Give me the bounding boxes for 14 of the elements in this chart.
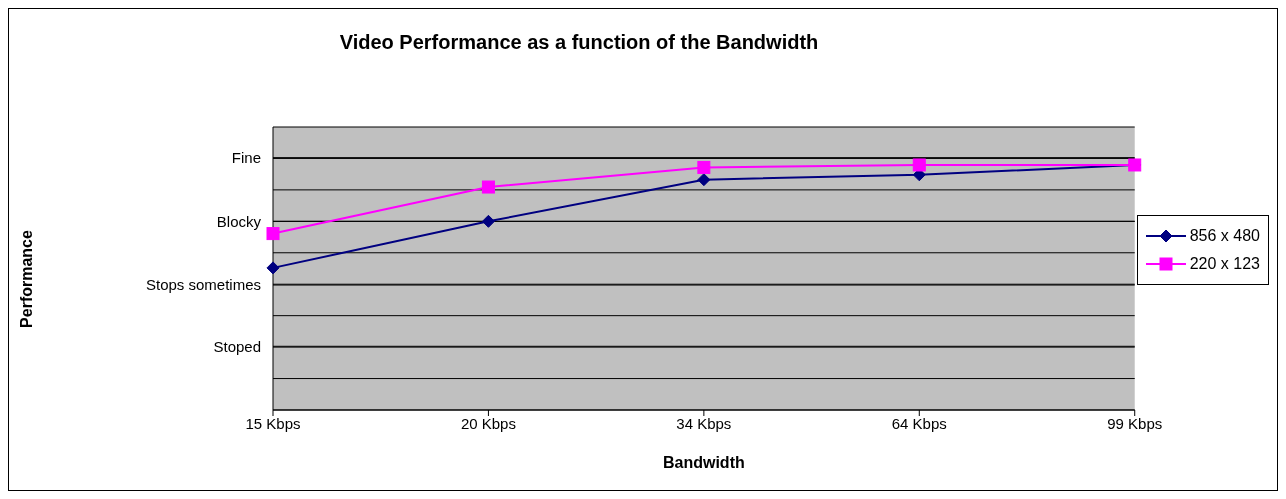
x-axis-title: Bandwidth: [662, 454, 745, 471]
ref-line-label: Stoped: [213, 337, 261, 355]
x-tick-label: 20 Kbps: [460, 414, 516, 432]
chart-title: Video Performance as a function of the Bandwidth: [338, 31, 820, 54]
legend-label: 856 x 480: [1189, 226, 1260, 245]
legend-label: 220 x 123: [1189, 254, 1260, 273]
x-tick-label: 34 Kbps: [676, 414, 732, 432]
ref-line-label: Blocky: [216, 212, 262, 230]
text: Performance: [18, 230, 36, 328]
ref-line-label: Stops sometimes: [145, 276, 261, 294]
x-tick-label: 64 Kbps: [891, 414, 947, 432]
ref-line-label: Fine: [231, 148, 261, 166]
x-tick-label: 99 Kbps: [1107, 414, 1163, 432]
x-tick-label: 15 Kbps: [245, 414, 301, 432]
